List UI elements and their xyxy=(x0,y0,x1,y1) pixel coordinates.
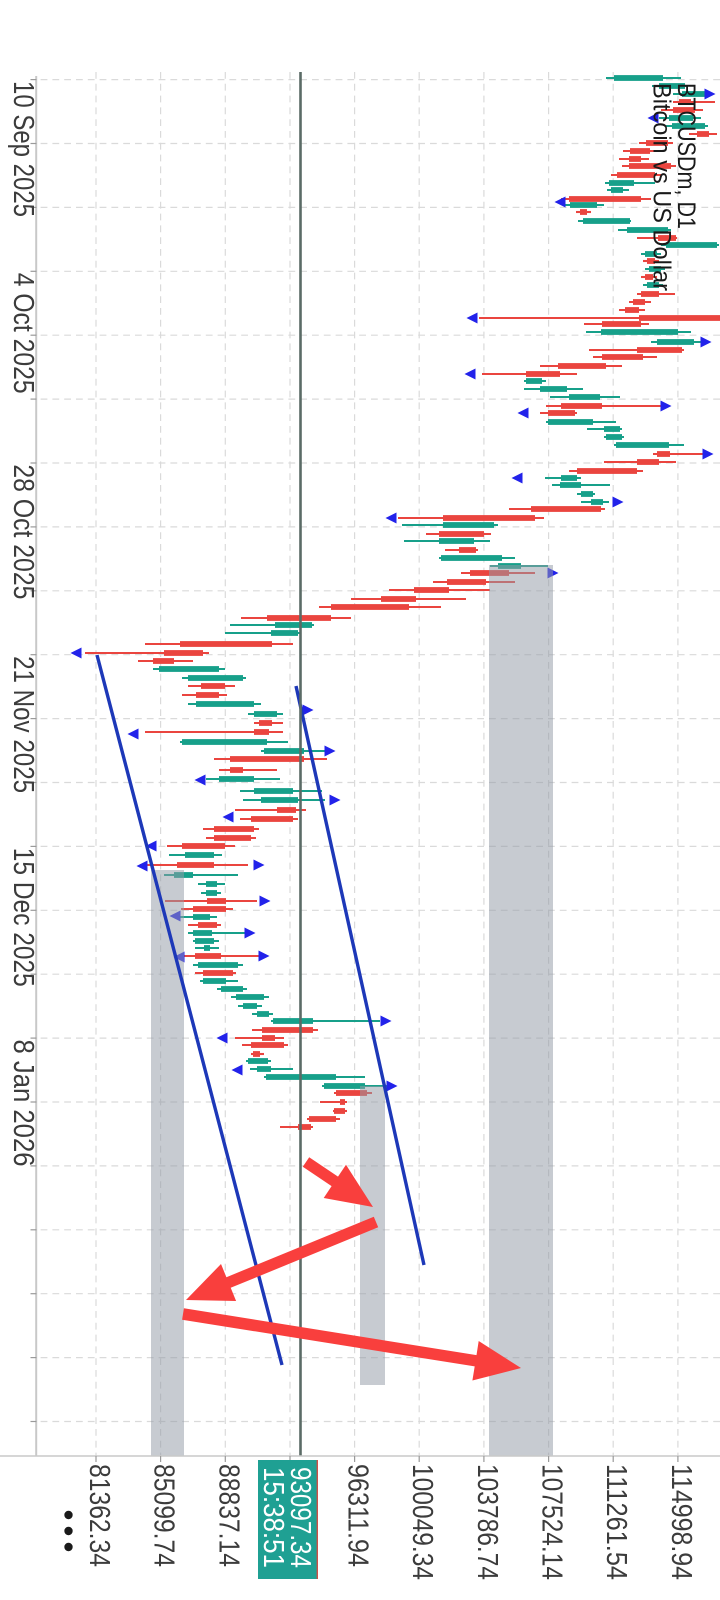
svg-text:15:38:51: 15:38:51 xyxy=(257,1467,289,1568)
svg-text:107524.14: 107524.14 xyxy=(536,1464,568,1580)
svg-text:BTCUSDm, D1: BTCUSDm, D1 xyxy=(672,83,699,229)
svg-text:114998.94: 114998.94 xyxy=(665,1464,697,1580)
svg-text:8 Jan 2026: 8 Jan 2026 xyxy=(7,1040,39,1167)
svg-text:Bitcoin vs US Dollar: Bitcoin vs US Dollar xyxy=(648,83,675,291)
svg-text:28 Oct 2025: 28 Oct 2025 xyxy=(7,464,39,599)
svg-text:4 Oct 2025: 4 Oct 2025 xyxy=(7,273,39,394)
svg-text:111261.54: 111261.54 xyxy=(600,1464,632,1580)
svg-text:85099.74: 85099.74 xyxy=(148,1464,180,1567)
svg-text:88837.14: 88837.14 xyxy=(212,1464,244,1567)
svg-text:21 Nov 2025: 21 Nov 2025 xyxy=(7,656,39,793)
svg-text:100049.34: 100049.34 xyxy=(406,1464,438,1580)
svg-text:93097.34: 93097.34 xyxy=(284,1467,316,1568)
svg-text:15 Dec 2025: 15 Dec 2025 xyxy=(7,848,39,987)
svg-text:103786.74: 103786.74 xyxy=(471,1464,503,1580)
svg-text:96311.94: 96311.94 xyxy=(342,1464,374,1567)
svg-text:81362.34: 81362.34 xyxy=(83,1464,115,1567)
svg-text:10 Sep 2025: 10 Sep 2025 xyxy=(7,81,39,217)
